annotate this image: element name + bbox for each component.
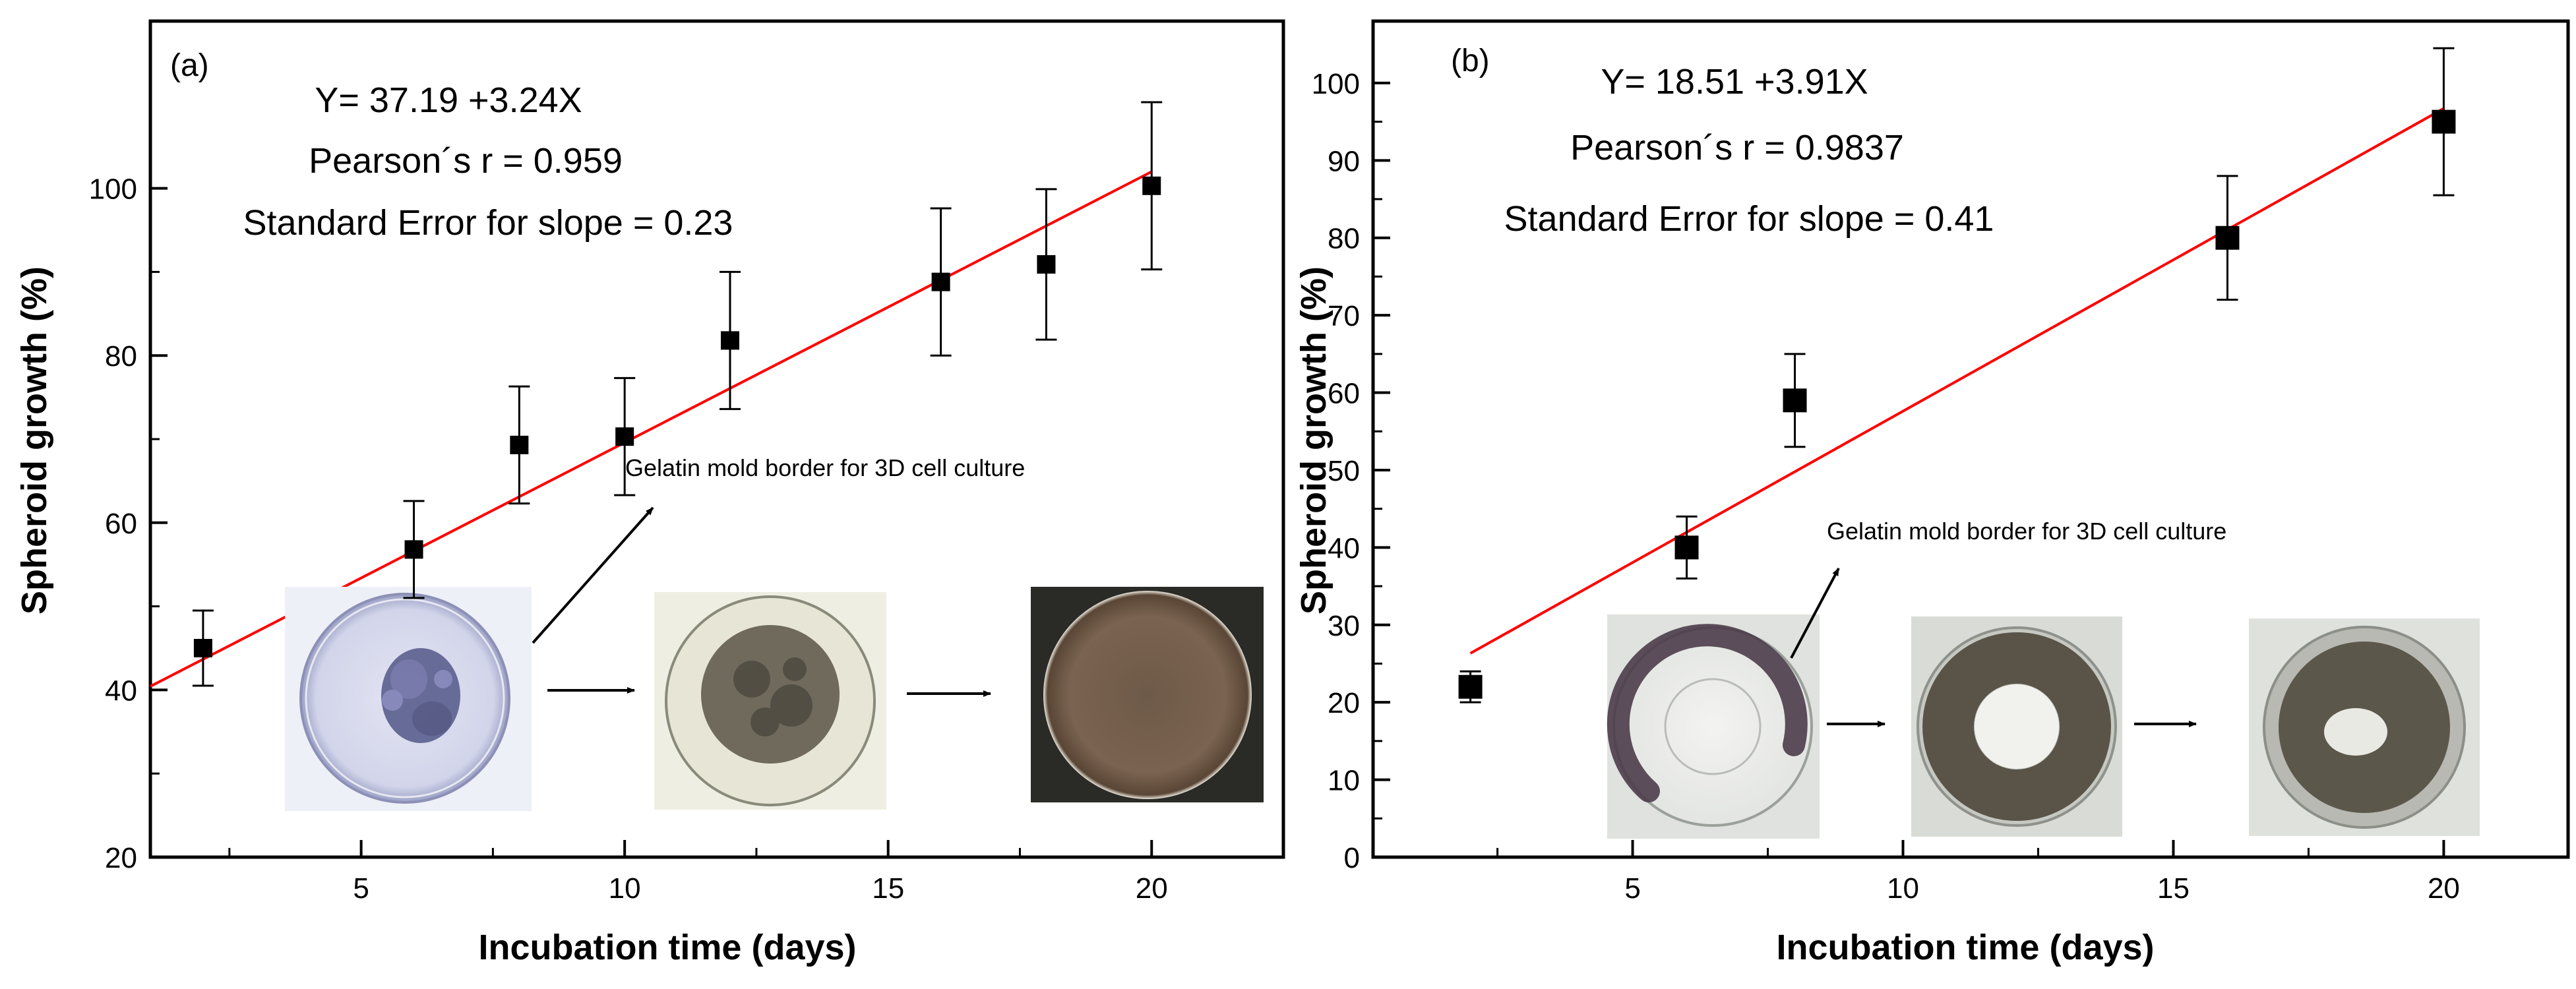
data-point-a-18: [1037, 255, 1056, 274]
inset-a-day-10-image: [654, 592, 886, 810]
panel-a-xlabel: Incubation time (days): [478, 928, 856, 967]
panel-a-pearson: Pearson´s r = 0.959: [309, 141, 623, 181]
ytick-label-b-60: 60: [1328, 378, 1360, 410]
data-point-a-20: [1142, 176, 1161, 195]
ytick-label-a-60: 60: [105, 508, 137, 540]
ytick-label-b-20: 20: [1328, 687, 1360, 719]
panel-b-xlabel: Incubation time (days): [1776, 928, 2154, 967]
inset-a3-dish: [1043, 591, 1252, 799]
panel-a-label: (a): [170, 48, 209, 83]
panel-a-ylabel: Spheroid growth (%): [15, 266, 54, 614]
ytick-label-b-100: 100: [1312, 68, 1360, 100]
xtick-label-b-10: 10: [1887, 872, 1919, 905]
xtick-label-b-20: 20: [2428, 872, 2460, 905]
panel-a-insets: Gelatin mold border for 3D cell culture: [285, 454, 1264, 811]
panel-a-annotations: Y= 37.19 +3.24X Pearson´s r = 0.959 Stan…: [243, 80, 733, 243]
inset-b-caption-arrow: [1790, 568, 1840, 659]
inset-a-arrows: [532, 506, 991, 697]
xtick-label-a-20: 20: [1136, 872, 1168, 905]
data-point-a-10: [615, 427, 634, 446]
panel-b-std-error: Standard Error for slope = 0.41: [1504, 199, 1994, 239]
ytick-label-a-80: 80: [105, 340, 137, 373]
data-point-b-16: [2215, 225, 2240, 250]
panel-b-ylabel: Spheroid growth (%): [1294, 266, 1334, 614]
panel-b: (b) Y= 18.51 +3.91X Pearson´s r = 0.9837…: [1294, 19, 2570, 967]
xtick-label-a-15: 15: [872, 872, 904, 905]
ytick-label-b-0: 0: [1344, 842, 1360, 874]
inset-b-caption: Gelatin mold border for 3D cell culture: [1827, 518, 2226, 545]
data-point-b-20: [2432, 109, 2456, 134]
data-point-a-2: [193, 639, 212, 657]
panel-b-equation: Y= 18.51 +3.91X: [1601, 62, 1868, 102]
inset-b-day-20-image: [2249, 618, 2480, 836]
panel-b-insets: Gelatin mold border for 3D cell culture: [1607, 518, 2480, 839]
inset-b-arrows: [1790, 568, 2197, 727]
panel-a-data: [192, 101, 1163, 687]
data-point-a-6: [404, 540, 423, 559]
inset-a2-texture: [733, 657, 813, 736]
data-point-b-6: [1674, 535, 1699, 560]
inset-a-day-2-image: [285, 587, 532, 811]
ytick-label-b-50: 50: [1328, 455, 1360, 487]
xtick-label-b-15: 15: [2157, 872, 2190, 905]
ytick-label-b-90: 90: [1328, 145, 1360, 177]
inset-a-caption: Gelatin mold border for 3D cell culture: [625, 454, 1025, 481]
data-point-a-8: [510, 435, 529, 454]
ytick-label-b-70: 70: [1328, 300, 1360, 332]
data-point-a-16: [931, 272, 950, 291]
inset-b1-cells: [1607, 624, 1808, 802]
panel-b-frame: [1371, 19, 2570, 859]
fit-line-b: [1469, 107, 2445, 655]
data-point-b-2: [1458, 674, 1483, 699]
panel-b-axes: 0 10 20 30 40 50 60 70 80 90 100 5 10 15 20: [1312, 68, 2460, 905]
ytick-label-a-20: 20: [105, 842, 137, 874]
inset-a1-rim: [305, 598, 505, 798]
data-point-a-12: [720, 331, 739, 350]
ytick-label-b-30: 30: [1328, 610, 1360, 642]
panel-a: (a) Y= 37.19 +3.24X Pearson´s r = 0.959 …: [15, 19, 1285, 967]
inset-b2-cells: [1922, 632, 2111, 821]
ytick-label-a-100: 100: [89, 173, 137, 206]
ytick-label-b-80: 80: [1328, 223, 1360, 255]
panel-a-axes: 20 40 60 80 100 5 10 15 20: [89, 173, 1168, 905]
inset-b-day-16-image: [1911, 616, 2122, 837]
inset-b1-inner: [1664, 678, 1762, 775]
panel-b-data: [1458, 47, 2456, 704]
ytick-label-b-10: 10: [1328, 765, 1360, 797]
ytick-label-a-40: 40: [105, 674, 137, 707]
panel-b-pearson: Pearson´s r = 0.9837: [1570, 128, 1904, 167]
panel-a-std-error: Standard Error for slope = 0.23: [243, 203, 733, 243]
panel-b-label: (b): [1451, 44, 1490, 78]
panel-b-annotations: Y= 18.51 +3.91X Pearson´s r = 0.9837 Sta…: [1504, 62, 1994, 239]
xtick-label-a-10: 10: [609, 872, 641, 905]
inset-a1-cells: [381, 648, 460, 743]
xtick-label-a-5: 5: [353, 872, 369, 905]
inset-b2-hole: [1975, 684, 2059, 769]
inset-b3-gap: [2324, 708, 2387, 756]
inset-a2-spheroid: [701, 625, 840, 764]
inset-a-day-20-image: [1031, 587, 1264, 802]
panel-b-fit: [1469, 107, 2445, 655]
xtick-label-b-5: 5: [1624, 872, 1640, 905]
data-point-b-8: [1783, 388, 1807, 413]
inset-b-day-6-image: [1607, 614, 1820, 839]
inset-a-caption-arrow: [532, 506, 654, 644]
panel-a-equation: Y= 37.19 +3.24X: [315, 80, 582, 120]
ytick-label-b-40: 40: [1328, 532, 1360, 564]
